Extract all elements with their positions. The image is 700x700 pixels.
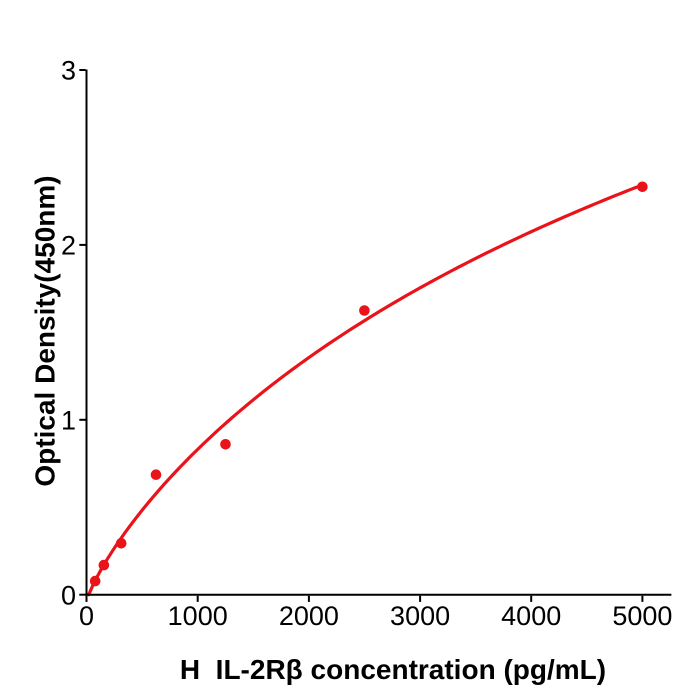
svg-text:3: 3: [61, 56, 76, 86]
svg-text:4000: 4000: [501, 601, 561, 631]
svg-text:0: 0: [79, 601, 94, 631]
svg-text:5000: 5000: [612, 601, 672, 631]
svg-text:1000: 1000: [168, 601, 228, 631]
svg-text:3000: 3000: [390, 601, 450, 631]
svg-text:Optical Density(450nm): Optical Density(450nm): [30, 175, 61, 486]
svg-text:H IL-2Rβ concentration (pg/mL: H IL-2Rβ concentration (pg/mL): [180, 654, 606, 685]
svg-text:2: 2: [61, 231, 76, 261]
svg-text:0: 0: [61, 580, 76, 610]
svg-text:2000: 2000: [279, 601, 339, 631]
svg-text:1: 1: [61, 405, 76, 435]
